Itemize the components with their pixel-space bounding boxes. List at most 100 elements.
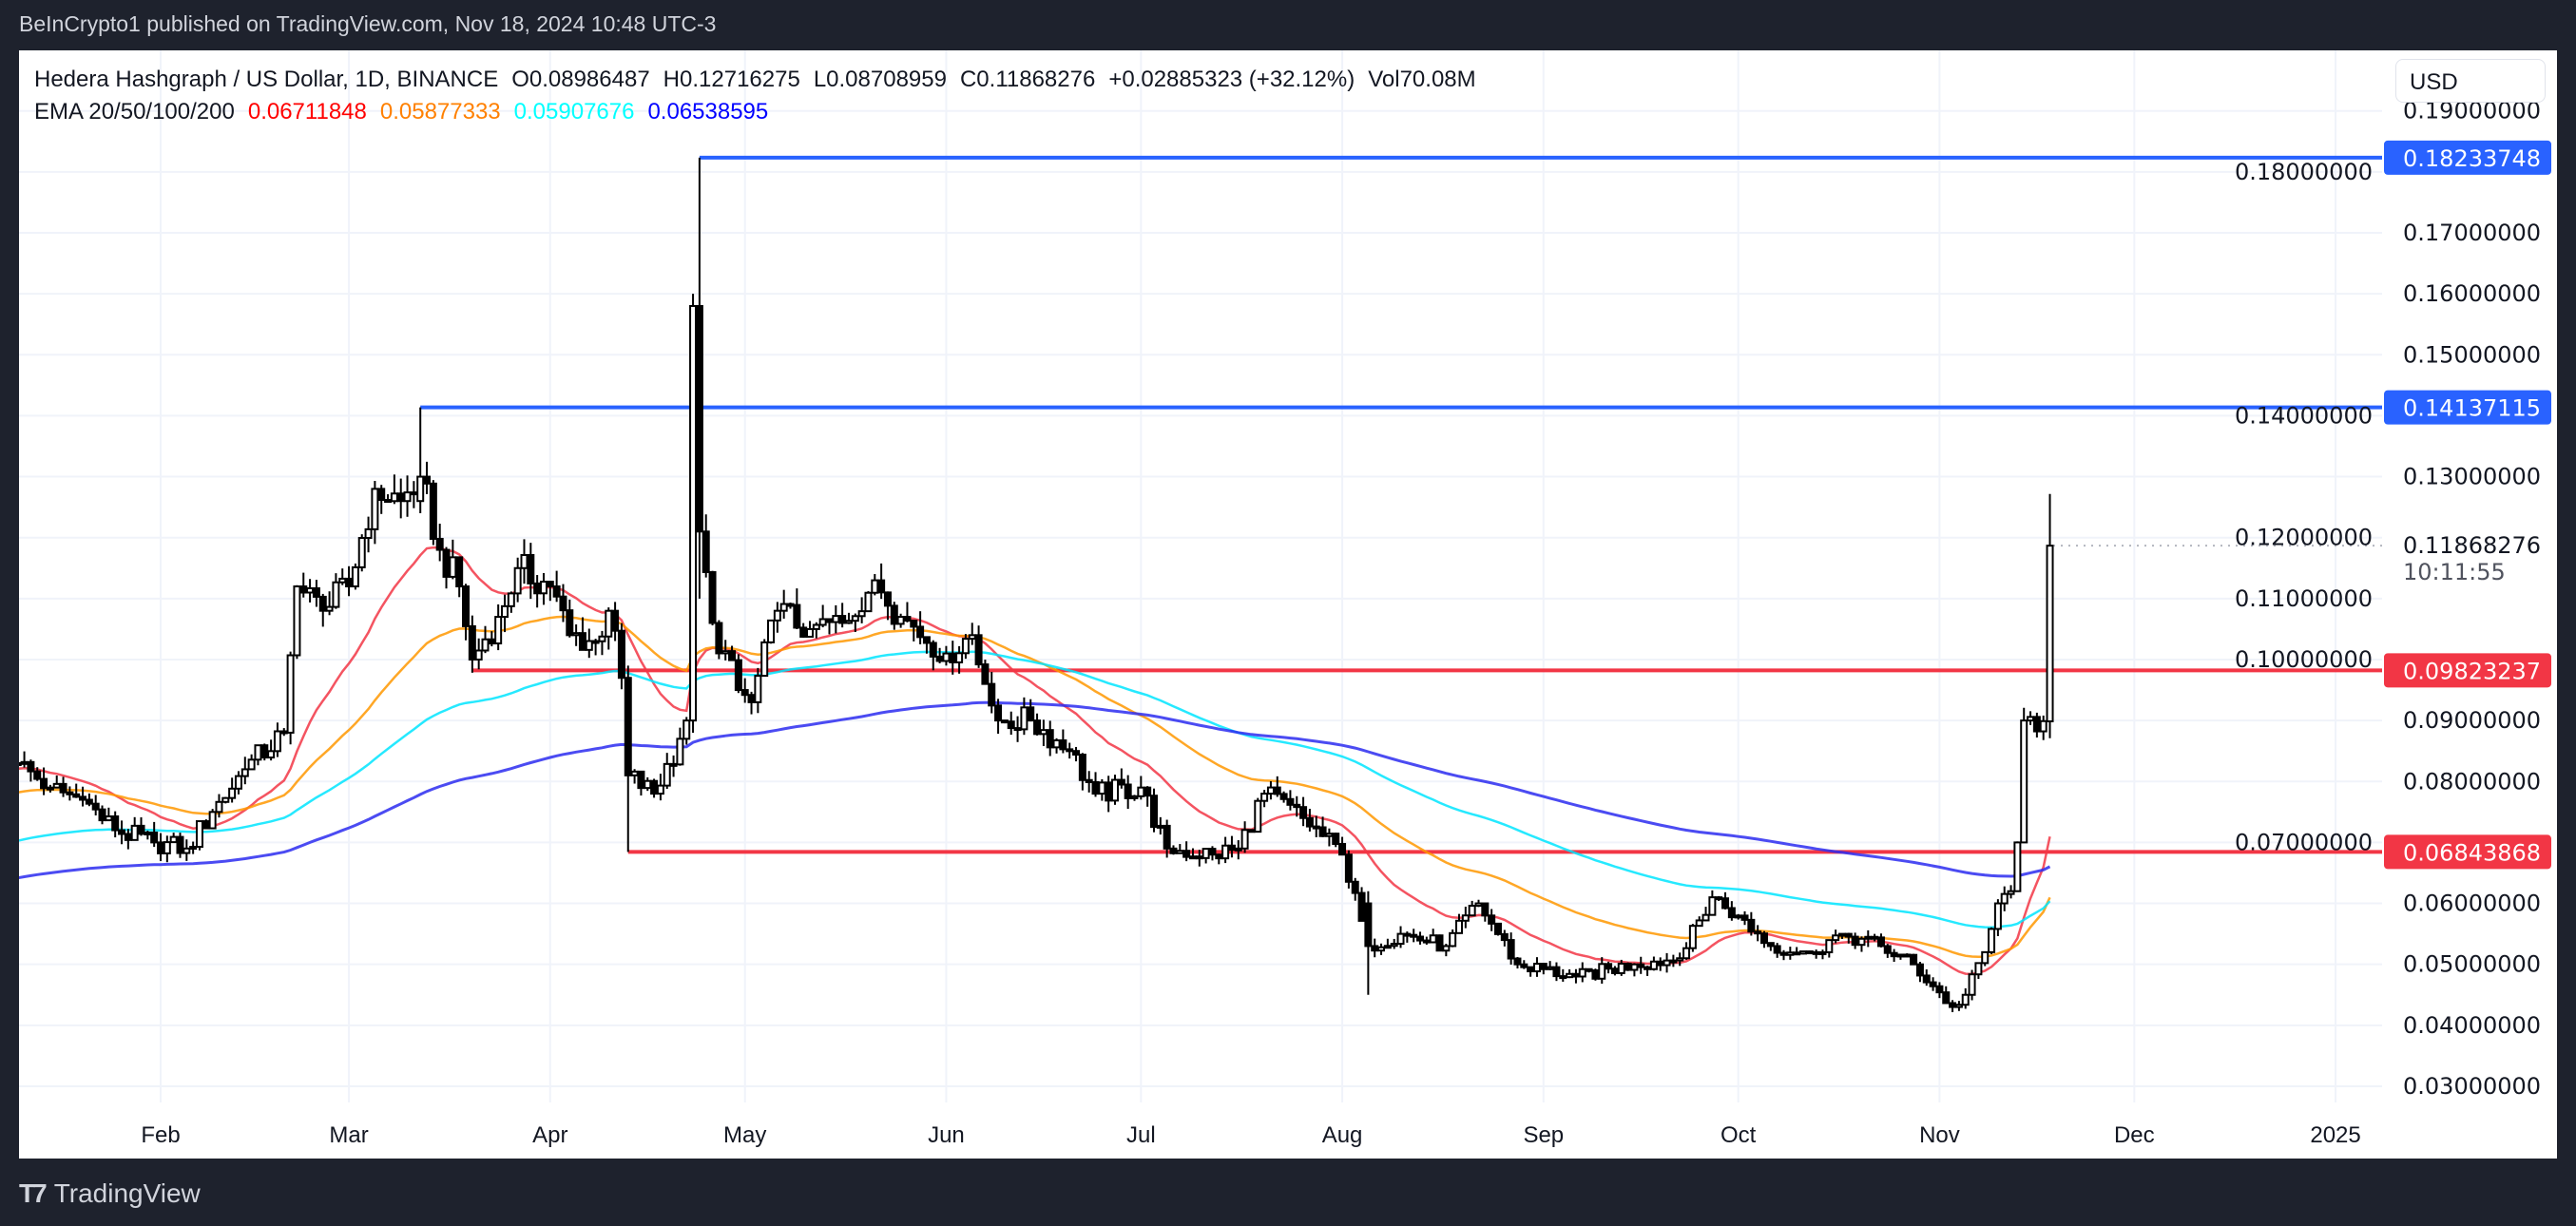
candle xyxy=(844,612,853,624)
candle xyxy=(1344,850,1353,889)
price-tick-label: 0.05000000 xyxy=(2403,951,2541,978)
candle xyxy=(1007,711,1015,736)
candle-body-down xyxy=(793,603,801,629)
candle-body-down xyxy=(1812,950,1820,955)
tradingview-logo-icon: T7 xyxy=(19,1178,48,1208)
time-tick-label: 2025 xyxy=(2310,1122,2360,1148)
candle-body-down xyxy=(1766,942,1775,948)
candle xyxy=(299,572,308,598)
price-tick-label: 0.16000000 xyxy=(2403,280,2541,307)
candle-body-down xyxy=(1293,803,1301,809)
candle xyxy=(1098,778,1106,801)
price-tick-label: 0.17000000 xyxy=(2403,220,2541,246)
candle xyxy=(1740,910,1749,926)
candle xyxy=(1221,836,1230,864)
candle xyxy=(2013,841,2022,892)
candle xyxy=(1779,949,1788,961)
candle-body-up xyxy=(1156,824,1164,829)
ema-100-line xyxy=(19,650,2051,929)
candle-body-up xyxy=(1130,795,1139,799)
candle xyxy=(877,563,886,600)
candle-body-down xyxy=(637,770,645,790)
candle xyxy=(1910,953,1918,966)
candle xyxy=(857,597,866,623)
candle xyxy=(851,613,859,632)
candle-body-down xyxy=(1124,783,1132,799)
candle-body-up xyxy=(1137,786,1145,797)
candle xyxy=(1682,942,1691,960)
candle xyxy=(1773,943,1781,958)
candle-body-down xyxy=(1793,951,1801,956)
candle xyxy=(1527,966,1535,977)
candle-body-down xyxy=(1357,891,1366,922)
candle xyxy=(338,568,347,585)
candle-body-down xyxy=(1227,844,1236,852)
candle-body-down xyxy=(1876,936,1885,948)
candle-body-down xyxy=(1890,951,1898,958)
candle-body-up xyxy=(1098,781,1106,795)
ema-lines xyxy=(19,546,2051,975)
ema200-value: 0.06538595 xyxy=(647,99,769,125)
candle xyxy=(1695,916,1703,928)
candle-body-up xyxy=(812,623,820,630)
candle-body-down xyxy=(299,585,308,594)
candle-body-down xyxy=(1410,933,1418,938)
candle xyxy=(598,630,606,656)
candle xyxy=(325,591,334,616)
candle-body-down xyxy=(1416,935,1425,942)
candle xyxy=(1507,932,1515,965)
candle xyxy=(1513,957,1522,969)
candle-body-up xyxy=(644,779,652,790)
candle-body-down xyxy=(1605,963,1613,970)
candle xyxy=(221,796,230,804)
candle-body-down xyxy=(910,619,918,628)
candle xyxy=(27,759,35,782)
candle xyxy=(689,294,698,733)
candle xyxy=(1552,962,1561,982)
currency-button[interactable]: USD xyxy=(2395,59,2546,103)
ema-20-line xyxy=(19,546,2051,975)
time-tick-label: Oct xyxy=(1721,1122,1757,1148)
candle xyxy=(1371,938,1379,958)
candle-body-up xyxy=(1968,973,1976,996)
candle xyxy=(1644,966,1652,976)
candle-body-down xyxy=(455,556,464,588)
candle xyxy=(1571,968,1580,984)
candle-body-down xyxy=(1481,902,1490,917)
candle-body-up xyxy=(1981,950,1990,965)
candle-body-down xyxy=(72,793,81,798)
support-price-tag xyxy=(2384,834,2551,870)
last-price-label: 0.11868276 xyxy=(2403,532,2541,559)
tradingview-brand[interactable]: T7 TradingView xyxy=(19,1178,201,1209)
candle xyxy=(1715,895,1723,901)
candle-body-up xyxy=(1617,962,1625,974)
candle xyxy=(988,671,996,714)
time-tick-label: Jul xyxy=(1126,1122,1156,1148)
candle-body-up xyxy=(656,784,664,795)
candle xyxy=(1403,931,1412,943)
candle-body-down xyxy=(1747,918,1756,933)
candle xyxy=(1883,944,1892,958)
candle xyxy=(871,574,879,596)
candle-body-down xyxy=(1740,914,1749,921)
candle xyxy=(318,593,327,627)
candle-body-down xyxy=(1247,829,1256,833)
candle xyxy=(1656,957,1664,971)
candle xyxy=(46,784,54,793)
candle-body-down xyxy=(1000,719,1009,724)
legend-ohlc: Hedera Hashgraph / US Dollar, 1D, BINANC… xyxy=(34,67,1490,93)
candle xyxy=(1254,797,1262,833)
candle xyxy=(1390,938,1398,949)
candle-body-up xyxy=(507,592,515,607)
candle-body-down xyxy=(79,795,87,801)
candle-body-down xyxy=(1610,967,1619,974)
candle xyxy=(1493,922,1502,936)
candle-body-down xyxy=(903,616,912,622)
candle-body-up xyxy=(1993,902,2002,930)
candle-body-up xyxy=(779,603,788,612)
candle-body-up xyxy=(572,632,581,637)
candle xyxy=(507,591,515,613)
candle xyxy=(371,480,379,545)
candle-body-up xyxy=(539,581,548,595)
